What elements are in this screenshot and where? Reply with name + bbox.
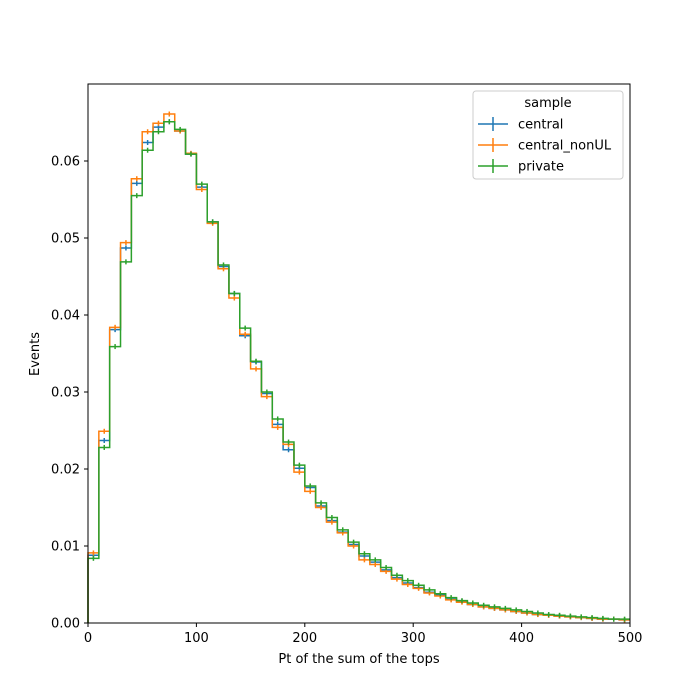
x-tick-label: 400 [509, 631, 534, 646]
series-private [87, 119, 630, 623]
legend-entry-private: private [478, 159, 564, 175]
legend-label: central_nonUL [518, 139, 612, 154]
y-tick-label: 0.02 [51, 463, 80, 478]
x-tick-label: 500 [618, 631, 643, 646]
y-tick-label: 0.00 [51, 617, 80, 632]
y-tick-label: 0.05 [51, 232, 80, 247]
x-tick-label: 200 [292, 631, 317, 646]
x-axis-label: Pt of the sum of the tops [278, 652, 439, 667]
legend-label: central [518, 118, 563, 133]
legend-title: sample [524, 96, 571, 111]
y-tick-label: 0.01 [51, 540, 80, 555]
legend-entry-central: central [478, 117, 563, 133]
x-tick-label: 300 [401, 631, 426, 646]
y-tick-label: 0.06 [51, 155, 80, 170]
y-tick-label: 0.04 [51, 309, 80, 324]
axis-ticks: 0 100 200 300 400 500 0.00 0.01 0.02 0.03 0.04 0.05… [51, 155, 642, 647]
x-tick-label: 100 [184, 631, 209, 646]
y-axis-label: Events [28, 332, 43, 376]
legend-box [472, 90, 624, 180]
plot-frame [87, 83, 631, 624]
y-tick-label: 0.03 [51, 386, 80, 401]
legend-label: private [518, 160, 564, 175]
plot-area [87, 111, 630, 623]
x-tick-label: 0 [84, 631, 92, 646]
legend-entry-central_nonUL: central_nonUL [478, 138, 612, 154]
